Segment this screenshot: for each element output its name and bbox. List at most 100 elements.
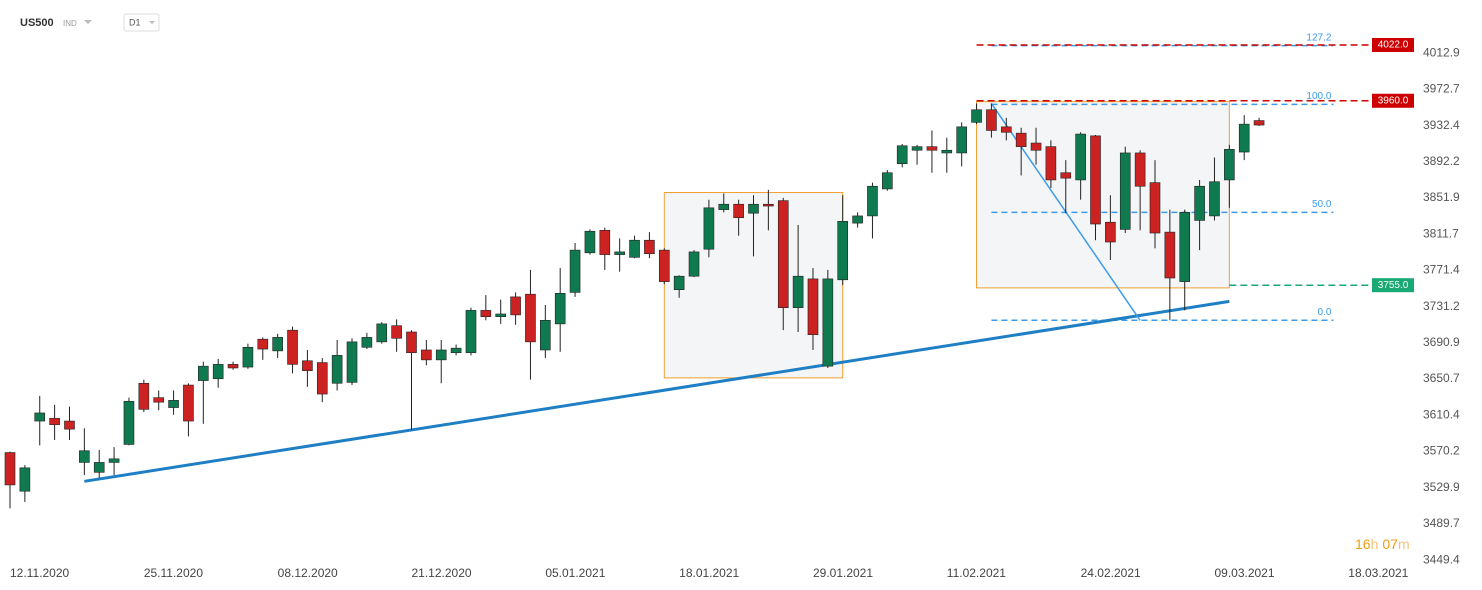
dropdown-arrow[interactable]	[84, 20, 92, 24]
candle-body	[584, 230, 596, 254]
candle-body	[480, 310, 492, 317]
candle-body	[792, 275, 804, 308]
candle-body	[599, 230, 611, 255]
y-tick-label: 3489.7	[1423, 516, 1460, 530]
candle-body	[316, 362, 328, 395]
x-tick-label: 09.03.2021	[1214, 566, 1274, 580]
candle-body	[1030, 142, 1042, 151]
y-tick-label: 3771.4	[1423, 263, 1460, 277]
candle-body	[540, 319, 551, 351]
candle-body	[391, 325, 402, 339]
candle-body	[658, 249, 670, 282]
candle-body	[49, 418, 60, 425]
candle-body	[926, 146, 938, 151]
fib-label: 50.0	[1312, 199, 1332, 210]
countdown-minutes: 07	[1382, 536, 1398, 552]
candle-body	[421, 349, 432, 361]
candle-body	[435, 349, 447, 361]
candle-body	[1253, 120, 1265, 126]
candle-body	[837, 221, 849, 281]
candle-body	[956, 126, 967, 154]
candle-body	[554, 292, 566, 325]
x-tick-label: 08.12.2020	[278, 566, 338, 580]
candle-body	[733, 203, 744, 219]
fib-label: 127.2	[1306, 32, 1331, 43]
y-tick-label: 3972.7	[1423, 82, 1460, 96]
candle-body	[465, 310, 477, 353]
dropdown-arrow[interactable]	[149, 21, 155, 24]
interval[interactable]: D1	[129, 17, 141, 27]
candle-body	[257, 338, 269, 350]
candle-body	[346, 341, 358, 383]
candle-body	[1224, 149, 1235, 181]
candle-body	[1075, 133, 1086, 181]
candle-body	[287, 329, 298, 365]
candle-body	[406, 331, 417, 353]
x-tick-label: 11.02.2021	[947, 566, 1006, 580]
candle-body	[138, 382, 150, 410]
candle-body	[4, 452, 16, 486]
fib-label: 100.0	[1306, 91, 1331, 102]
price-tag	[1372, 93, 1414, 108]
candle-body	[227, 364, 239, 369]
price-tag-label: 3960.0	[1378, 95, 1409, 106]
candle-body	[629, 239, 640, 258]
candle-body	[19, 467, 31, 492]
candle-body	[1119, 152, 1131, 230]
price-tag-label: 4022.0	[1378, 40, 1409, 51]
candle-body	[1015, 132, 1027, 147]
countdown-unit: h	[1371, 536, 1379, 552]
candle-body	[703, 207, 715, 250]
x-tick-label: 29.01.2021	[813, 566, 873, 580]
candle-body	[79, 450, 90, 463]
candle-body	[1149, 182, 1161, 234]
candle-body	[867, 185, 878, 217]
candle-body	[1134, 152, 1146, 187]
candle-body	[1045, 146, 1057, 181]
candle-body	[242, 346, 254, 368]
candle-body	[911, 146, 923, 151]
candle-body	[852, 215, 863, 224]
y-tick-label: 3690.9	[1423, 335, 1460, 349]
x-tick-label: 12.11.2020	[10, 566, 69, 580]
candle-body	[986, 109, 997, 131]
countdown: 16h 07m	[1355, 536, 1410, 552]
candle-body	[614, 251, 625, 255]
trendline	[84, 299, 1230, 483]
y-tick-label: 3892.2	[1423, 154, 1460, 168]
candle-body	[763, 203, 774, 207]
y-tick-label: 3650.7	[1423, 371, 1460, 385]
candle-body	[495, 313, 507, 317]
y-tick-label: 3851.9	[1423, 190, 1460, 204]
candle-body	[183, 384, 194, 422]
symbol[interactable]: US500	[20, 17, 54, 29]
interval-select[interactable]	[123, 13, 160, 32]
x-tick-label: 05.01.2021	[545, 566, 605, 580]
candle-body	[644, 239, 655, 255]
candle-body	[108, 458, 120, 463]
candle-body	[1179, 212, 1191, 282]
y-tick-label: 3529.9	[1423, 480, 1460, 494]
candle-body	[807, 278, 819, 335]
candle-body	[376, 323, 388, 343]
candle-body	[1238, 123, 1250, 153]
candle-body	[272, 337, 283, 352]
y-tick-label: 3570.2	[1423, 444, 1460, 458]
y-tick-label: 4012.9	[1423, 45, 1460, 59]
candle-body	[569, 249, 581, 293]
candle-body	[123, 400, 135, 445]
price-tag	[1372, 278, 1414, 293]
candle-body	[302, 360, 313, 371]
candle-body	[1000, 126, 1012, 133]
candle-body	[822, 278, 834, 367]
candle-body	[168, 400, 179, 408]
x-tick-label: 24.02.2021	[1081, 566, 1141, 580]
countdown-hours: 16	[1355, 536, 1371, 552]
x-tick-label: 25.11.2020	[144, 566, 203, 580]
candle-body	[971, 109, 982, 123]
x-tick-label: 18.01.2021	[679, 566, 739, 580]
candle-body	[748, 203, 759, 214]
candle-body	[64, 420, 75, 430]
candle-body	[941, 149, 953, 154]
